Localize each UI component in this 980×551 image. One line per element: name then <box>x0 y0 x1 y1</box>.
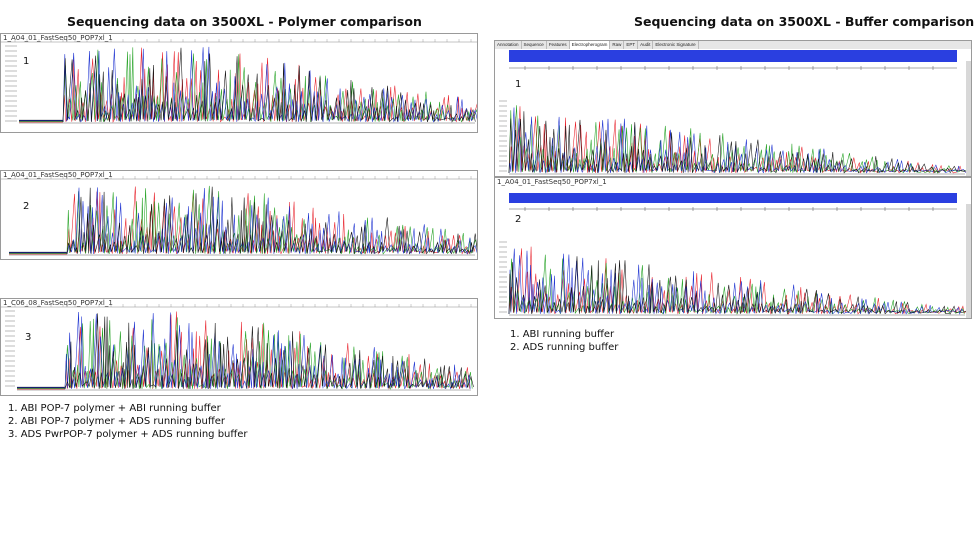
trace-plot <box>1 304 477 391</box>
polymer-electropherogram-1: 1_A04_01_FastSeq50_POP7xl_1 1 <box>0 33 478 133</box>
trace-plot <box>499 241 970 316</box>
tab-ept[interactable]: EPT <box>624 41 639 49</box>
polymer-legend: 1. ABI POP-7 polymer + ABI running buffe… <box>8 402 248 441</box>
tab-annotation[interactable]: Annotation <box>495 41 522 49</box>
quality-bar-fill <box>509 50 957 62</box>
trace-line <box>64 311 471 390</box>
trace-line <box>66 186 477 255</box>
polymer-electropherogram-2: 1_A04_01_FastSeq50_POP7xl_1 2 <box>0 170 478 260</box>
tab-electropherogram[interactable]: Electropherogram <box>569 41 611 49</box>
tab-features[interactable]: Features <box>547 41 570 49</box>
tab-electronic-signature[interactable]: Electronic Signature <box>653 41 699 49</box>
trace-line <box>508 256 967 315</box>
right-title: Sequencing data on 3500XL - Buffer compa… <box>634 14 975 29</box>
vertical-scrollbar[interactable] <box>966 204 971 318</box>
legend-item: 3. ADS PwrPOP-7 polymer + ADS running bu… <box>8 429 248 440</box>
buffer-electropherogram-2: 1_A04_01_FastSeq50_POP7xl_1 2 <box>494 177 972 319</box>
trace-plot <box>499 100 969 175</box>
legend-item: 2. ADS running buffer <box>510 342 619 353</box>
trace-line <box>508 106 969 174</box>
buffer-legend: 1. ABI running buffer 2. ADS running buf… <box>510 328 618 354</box>
legend-item: 1. ABI running buffer <box>510 329 615 340</box>
trace-line <box>64 313 474 390</box>
view-tabs: Annotation Sequence Features Electropherogr… <box>495 41 971 49</box>
trace-plot <box>1 39 477 124</box>
quality-value-bar <box>509 193 957 211</box>
sample-number: 2 <box>515 214 522 225</box>
vertical-scrollbar[interactable] <box>966 61 971 176</box>
sample-number: 3 <box>25 332 32 343</box>
sample-number: 1 <box>515 79 522 90</box>
trace-line <box>508 246 970 315</box>
polymer-electropherogram-3: 1_C06_08_FastSeq50_POP7xl_1 3 <box>0 298 478 396</box>
panel-file-label: 1_C06_08_FastSeq50_POP7xl_1 <box>3 299 113 307</box>
sample-number: 1 <box>23 56 30 67</box>
trace-line <box>62 46 477 123</box>
panel-file-label: 1_A04_01_FastSeq50_POP7xl_1 <box>3 34 113 42</box>
legend-item: 1. ABI POP-7 polymer + ABI running buffe… <box>8 403 221 414</box>
trace-line <box>62 47 477 123</box>
tab-sequence[interactable]: Sequence <box>522 41 547 49</box>
legend-item: 2. ABI POP-7 polymer + ADS running buffe… <box>8 416 225 427</box>
trace-line <box>66 185 477 255</box>
sample-number: 2 <box>23 201 30 212</box>
trace-line <box>508 107 967 174</box>
trace-line <box>508 111 966 174</box>
buffer-electropherogram-1: Annotation Sequence Features Electropherogr… <box>494 40 972 177</box>
panel-file-label: 1_A04_01_FastSeq50_POP7xl_1 <box>497 178 607 186</box>
trace-line <box>62 47 476 123</box>
quality-value-bar <box>509 50 957 70</box>
left-title: Sequencing data on 3500XL - Polymer comp… <box>67 14 422 29</box>
tab-audit[interactable]: Audit <box>638 41 654 49</box>
panel-file-label: 1_A04_01_FastSeq50_POP7xl_1 <box>3 171 113 179</box>
tab-raw[interactable]: Raw <box>610 41 625 49</box>
quality-bar-fill <box>509 193 957 203</box>
trace-plot <box>1 176 477 256</box>
